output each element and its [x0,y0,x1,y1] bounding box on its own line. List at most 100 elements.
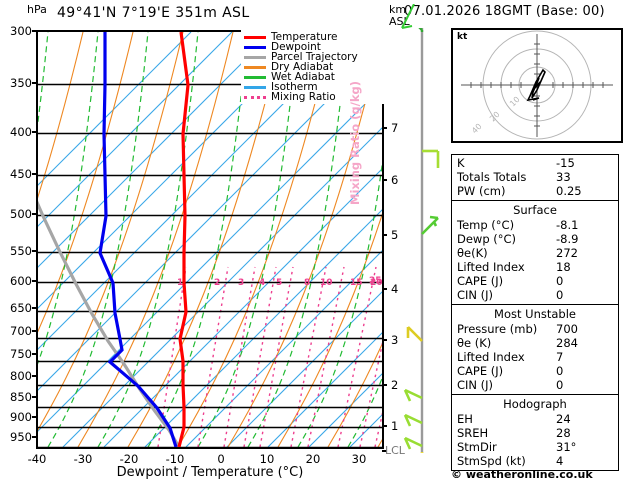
wind-barb [422,149,440,168]
pressure-tick-950: 950 [10,430,32,444]
index-key-k: K [457,156,465,170]
lcl-tick-mark [382,450,387,452]
table-row: CAPE (J) 0 [452,364,618,378]
pressure-tick-800: 800 [10,369,32,383]
temperature-curve [177,32,190,447]
pressure-tick-mark [32,436,37,438]
legend-swatch-dewpoint [244,45,266,49]
pressure-tick-mark [32,396,37,398]
table-row: θe(K) 272 [452,246,618,260]
height-tick-mark [382,234,387,236]
mixing-ratio-value-15: 15 [350,278,363,288]
index-key-mu-theta-e: θe (K) [457,336,492,350]
index-key-sreh: SREH [457,426,489,440]
wind-barb [403,388,423,402]
index-value-stmdir: 31° [556,440,577,454]
legend-label-wet-adiabat: Wet Adiabat [271,71,335,83]
pressure-tick-mark [32,131,37,133]
pressure-tick-mark [32,416,37,418]
indices-section-most-unstable: Most Unstable Pressure (mb) 700 θe (K) 2… [452,305,618,395]
indices-header-hodograph: Hodograph [503,397,567,411]
pressure-tick-mark [32,375,37,377]
wind-barb [406,326,423,342]
wind-barb [403,436,423,450]
lcl-label: LCL [385,444,405,457]
index-key-sfc-lifted-index: Lifted Index [457,260,525,274]
index-key-eh: EH [457,412,473,426]
legend-swatch-wet-adiabat [244,75,266,79]
legend-label-isotherm: Isotherm [271,81,318,93]
index-key-sfc-temp: Temp (°C) [457,218,515,232]
pressure-tick-mark [32,213,37,215]
mixing-ratio-value-4: 4 [259,278,266,288]
x-tick--20: -20 [119,452,139,466]
legend-swatch-dry-adiabat [244,65,266,69]
height-tick-4: 4 [391,282,399,296]
wind-barb-top [401,4,415,29]
index-key-sfc-theta-e: θe(K) [457,246,488,260]
pressure-tick-mark [32,280,37,282]
index-key-totals-totals: Totals Totals [457,170,527,184]
hodograph-unit-label: kt [457,32,468,42]
index-key-sfc-cape: CAPE (J) [457,274,504,288]
pressure-tick-500: 500 [10,207,32,221]
index-value-sfc-cin: 0 [556,288,564,302]
legend-swatch-isotherm [244,85,266,89]
height-tick-7: 7 [391,121,399,135]
indices-header-surface: Surface [513,203,557,217]
legend-swatch-mixing-ratio [244,95,266,99]
table-row: K -15 [452,156,618,170]
legend-item-dry-adiabat: Dry Adiabat [244,62,381,72]
height-tick-mark [382,384,387,386]
height-tick-mark [382,179,387,181]
mixing-ratio-value-25: 25 [369,276,382,286]
wet-adiabat-lines [38,32,382,447]
legend-item-dewpoint: Dewpoint [244,42,381,52]
pressure-tick-900: 900 [10,410,32,424]
table-row: PW (cm) 0.25 [452,184,618,198]
index-key-sfc-dewp: Dewp (°C) [457,232,517,246]
x-tick-10: 10 [259,452,275,466]
legend-item-isotherm: Isotherm [244,82,381,92]
table-row: Lifted Index 7 [452,350,618,364]
height-tick-mark [382,288,387,290]
index-value-mu-pressure: 700 [556,322,578,336]
table-row: CIN (J) 0 [452,378,618,392]
mixing-ratio-lines [157,266,382,447]
table-row: θe (K) 284 [452,336,618,350]
height-tick-1: 1 [391,419,399,433]
parcel-trajectory-curve [38,200,181,447]
isobar-lines [38,83,382,447]
pressure-axis-unit: hPa [27,3,47,16]
indices-section-surface: Surface Temp (°C) -8.1 Dewp (°C) -8.9 θe… [452,201,618,305]
legend-swatch-parcel-trajectory [244,55,266,59]
copyright-notice: © weatheronline.co.uk [451,468,593,481]
mixing-ratio-value-5: 5 [276,278,283,288]
index-key-sfc-cin: CIN (J) [457,288,494,302]
wind-barb [421,215,439,235]
hodograph-ring-label-40: 40 [470,122,484,136]
height-tick-mark [382,425,387,427]
height-tick-2: 2 [391,378,399,392]
wind-barb [418,28,424,32]
table-row: SREH 28 [452,426,618,440]
mixing-ratio-axis-label: Mixing Ratio (g/kg) [348,81,362,205]
pressure-tick-450: 450 [10,167,32,181]
dewpoint-curve [98,32,178,447]
legend-item-temperature: Temperature [244,32,381,42]
table-row: StmDir 31° [452,440,618,454]
legend-swatch-temperature [244,35,266,39]
index-key-mu-lifted-index: Lifted Index [457,350,525,364]
table-row: CIN (J) 0 [452,288,618,302]
index-value-stmspd: 4 [556,454,564,468]
x-tick--40: -40 [27,452,47,466]
table-row: Pressure (mb) 700 [452,322,618,336]
hodograph-ring-label-10: 10 [508,95,522,109]
legend-item-wet-adiabat: Wet Adiabat [244,72,381,82]
pressure-tick-mark [32,250,37,252]
pressure-tick-mark [32,353,37,355]
x-tick-0: 0 [217,452,225,466]
index-key-mu-cin: CIN (J) [457,378,494,392]
mixing-ratio-value-1: 1 [177,278,184,288]
pressure-tick-mark [32,82,37,84]
